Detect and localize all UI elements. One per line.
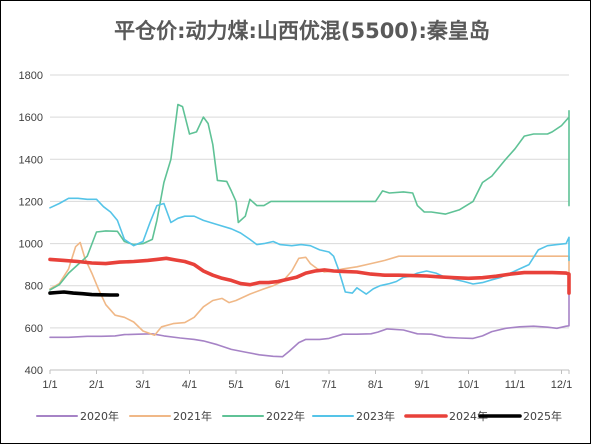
y-tick-label: 400 bbox=[25, 365, 43, 377]
x-tick-label: 5/1 bbox=[228, 379, 243, 391]
x-tick-label: 1/1 bbox=[42, 379, 57, 391]
x-tick-label: 9/1 bbox=[414, 379, 429, 391]
chart-title: 平仓价:动力煤:山西优混(5500):秦皇岛 bbox=[114, 19, 490, 43]
y-tick-label: 1000 bbox=[19, 239, 43, 251]
legend-label: 2023年 bbox=[356, 409, 395, 423]
legend-label: 2025年 bbox=[523, 409, 562, 423]
x-tick-label: 10/1 bbox=[458, 379, 479, 391]
x-tick-label: 4/1 bbox=[182, 379, 197, 391]
x-tick-label: 11/1 bbox=[505, 379, 526, 391]
x-tick-label: 7/1 bbox=[321, 379, 336, 391]
series-line-4 bbox=[48, 256, 571, 295]
x-tick-label: 12/1 bbox=[551, 379, 572, 391]
x-tick-label: 8/1 bbox=[368, 379, 383, 391]
y-tick-label: 600 bbox=[25, 323, 43, 335]
legend-label: 2022年 bbox=[266, 409, 305, 423]
x-tick-label: 6/1 bbox=[275, 379, 290, 391]
legend: 2020年 2021年 2022年 2023年 2024年 2025年 bbox=[36, 409, 562, 423]
series-line-5 bbox=[48, 290, 120, 297]
x-tick-label: 2/1 bbox=[89, 379, 104, 391]
axes: 400 600 800 1000 1200 1400 1600 1800 1/1 2/1 3/1 4/… bbox=[19, 70, 573, 391]
legend-label: 2021年 bbox=[173, 409, 212, 423]
series-line-3 bbox=[49, 197, 570, 295]
y-tick-label: 800 bbox=[25, 281, 43, 293]
series-line-2 bbox=[49, 103, 570, 291]
y-tick-label: 1600 bbox=[19, 112, 43, 124]
x-tick-label: 3/1 bbox=[135, 379, 150, 391]
series-line-1 bbox=[49, 241, 570, 336]
gridlines bbox=[50, 74, 569, 329]
series-lines bbox=[48, 103, 571, 358]
y-tick-label: 1400 bbox=[19, 154, 43, 166]
legend-label: 2024年 bbox=[449, 409, 488, 423]
legend-label: 2020年 bbox=[80, 409, 119, 423]
y-tick-label: 1800 bbox=[19, 70, 43, 82]
series-line-0 bbox=[49, 284, 570, 358]
y-tick-label: 1200 bbox=[19, 196, 43, 208]
